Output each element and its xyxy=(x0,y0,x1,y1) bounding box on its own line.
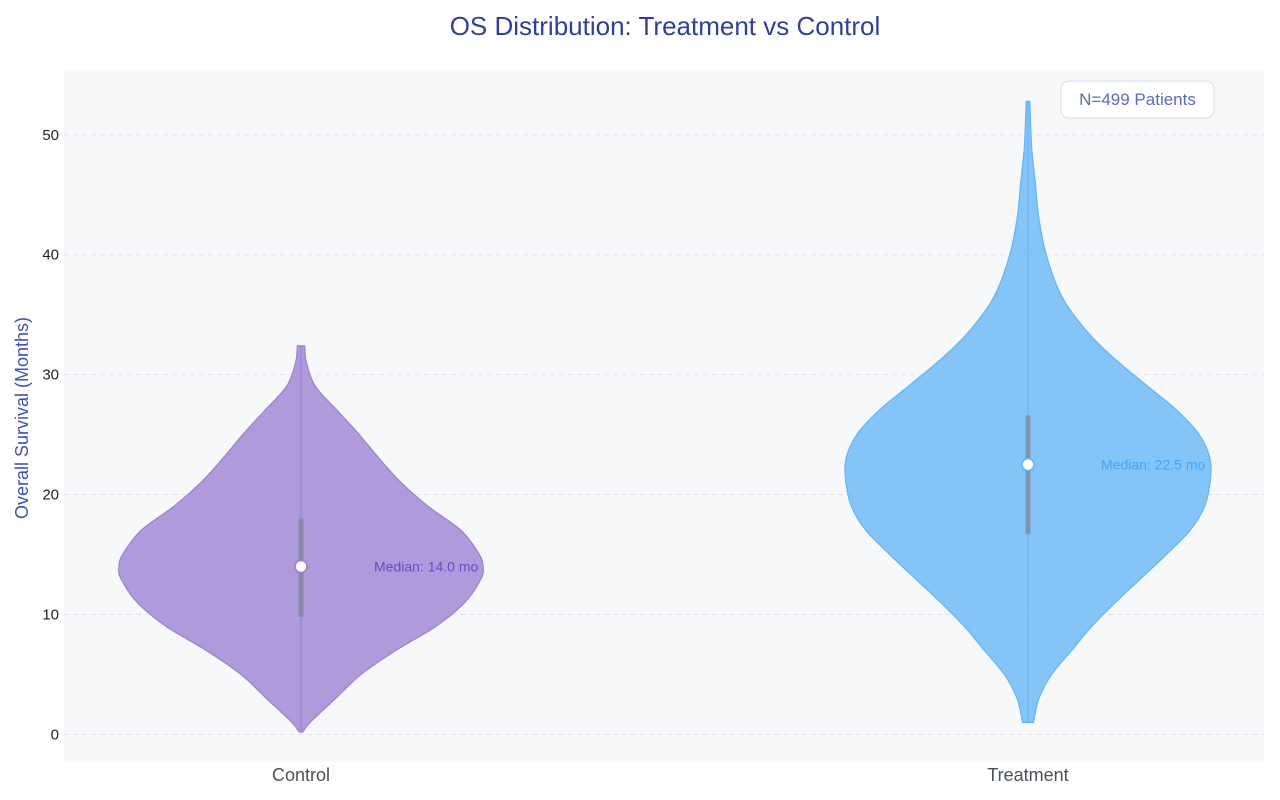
violins: Median: 14.0 mo Median: 22.5 mo xyxy=(118,100,1212,733)
chart-title: OS Distribution: Treatment vs Control xyxy=(450,11,881,41)
median-point xyxy=(294,559,308,574)
x-axis-categories: Control Treatment xyxy=(272,765,1069,785)
y-tick-label: 20 xyxy=(42,487,59,504)
y-tick-label: 40 xyxy=(42,247,59,264)
annotation-box xyxy=(1060,80,1215,119)
median-label: Median: 22.5 mo xyxy=(1101,457,1205,473)
y-tick-label: 0 xyxy=(51,726,59,743)
median-point xyxy=(1021,457,1035,472)
patient-count-annotation: N=499 Patients xyxy=(1060,80,1215,119)
median-label: Median: 14.0 mo xyxy=(374,559,478,575)
x-tick-label: Control xyxy=(272,765,330,785)
y-tick-label: 50 xyxy=(42,127,59,144)
annotation-text: N=499 Patients xyxy=(1079,90,1196,109)
violin-control: Median: 14.0 mo xyxy=(118,345,484,733)
x-tick-label: Treatment xyxy=(987,765,1068,785)
y-axis-ticks: 0 10 20 30 40 50 xyxy=(42,127,59,744)
violin-treatment: Median: 22.5 mo xyxy=(844,100,1212,724)
y-tick-label: 10 xyxy=(42,606,59,623)
y-tick-label: 30 xyxy=(42,367,59,384)
y-axis-label: Overall Survival (Months) xyxy=(12,317,32,519)
